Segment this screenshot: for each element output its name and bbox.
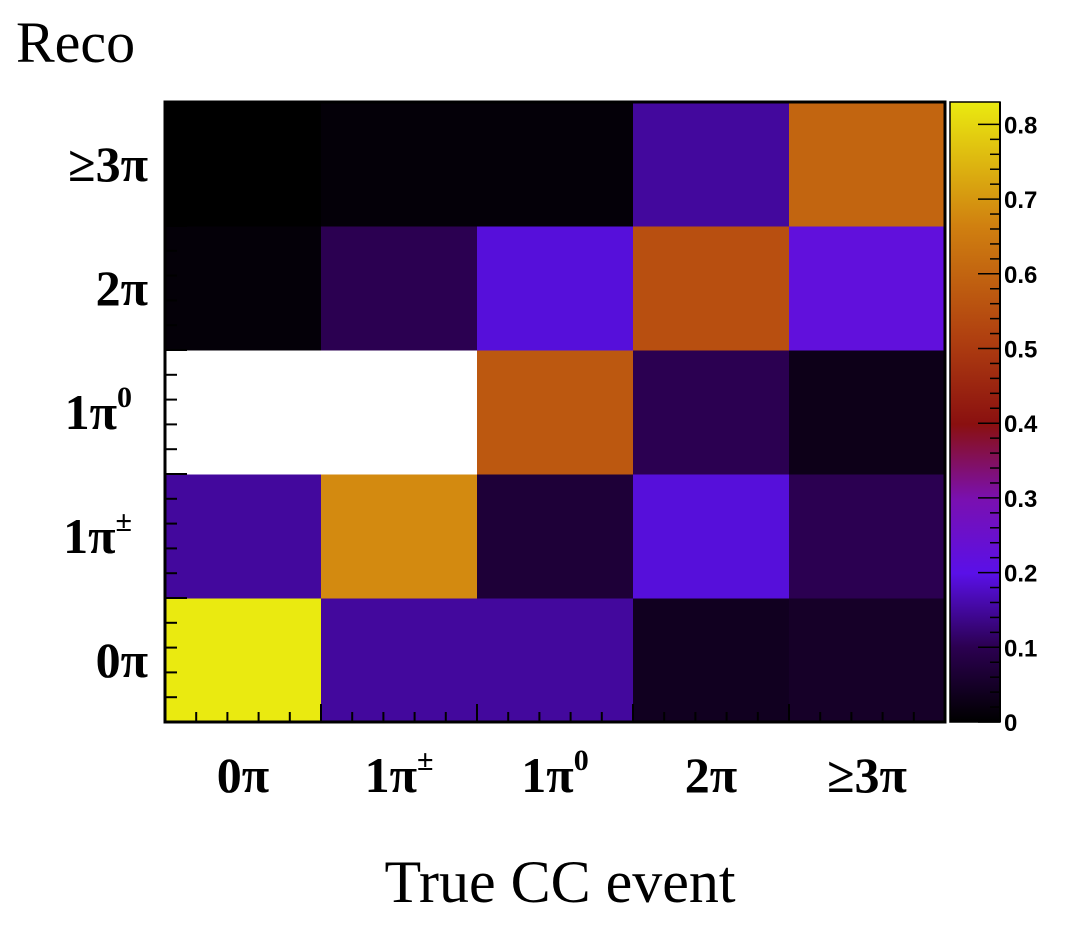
colorbar-tick-label: 0.1 xyxy=(1004,635,1037,662)
heatmap-cell xyxy=(477,350,634,475)
y-tick-label: 0π xyxy=(96,632,148,688)
colorbar-tick-label: 0.4 xyxy=(1004,411,1038,438)
colorbar-tick-label: 0.8 xyxy=(1004,112,1037,139)
heatmap-cell xyxy=(789,226,946,351)
colorbar-tick-label: 0.5 xyxy=(1004,337,1037,364)
heatmap-cell xyxy=(165,474,322,599)
colorbar-ticks: 0 0.1 0.2 0.3 0.4 0.5 0.6 0.7 0.8 xyxy=(978,102,1038,737)
y-tick-label: 1π0 xyxy=(65,381,132,440)
x-tick-label: 1π± xyxy=(365,744,434,803)
heatmap-cell xyxy=(477,474,634,599)
x-tick-labels: 0π 1π± 1π0 2π ≥3π xyxy=(217,744,907,803)
colorbar-tick-label: 0 xyxy=(1004,710,1017,737)
colorbar-tick-label: 0.3 xyxy=(1004,486,1037,513)
colorbar xyxy=(949,101,1001,723)
plot-frame xyxy=(163,100,947,724)
heatmap-cell xyxy=(321,226,478,351)
colorbar-tick-label: 0.2 xyxy=(1004,561,1037,588)
x-tick-label: 2π xyxy=(685,747,737,803)
heatmap-cell xyxy=(789,598,946,723)
heatmap-cell xyxy=(165,598,322,723)
heatmap-cell xyxy=(321,350,478,475)
heatmap-cell xyxy=(165,102,322,227)
heatmap-cell xyxy=(477,598,634,723)
y-axis-title: Reco xyxy=(16,10,135,75)
heatmap-cell xyxy=(633,102,790,227)
x-tick-label: 0π xyxy=(217,747,269,803)
heatmap-cell xyxy=(165,226,322,351)
heatmap-cell xyxy=(321,474,478,599)
heatmap-cell xyxy=(633,226,790,351)
heatmap-cell xyxy=(633,474,790,599)
heatmap-cell xyxy=(789,474,946,599)
x-tick-label: ≥3π xyxy=(827,747,907,803)
y-tick-label: 2π xyxy=(96,260,148,316)
colorbar-tick-label: 0.7 xyxy=(1004,187,1037,214)
heatmap-cell xyxy=(633,350,790,475)
heatmap-cell xyxy=(321,102,478,227)
y-tick-label: 1π± xyxy=(63,505,132,564)
colorbar-tick-label: 0.6 xyxy=(1004,262,1037,289)
y-tick-label: ≥3π xyxy=(68,136,148,192)
heatmap-cell xyxy=(789,350,946,475)
heatmap-cell xyxy=(477,226,634,351)
axis-ticks xyxy=(164,101,946,723)
heatmap-cell xyxy=(633,598,790,723)
x-axis-title: True CC event xyxy=(384,849,735,915)
x-tick-label: 1π0 xyxy=(521,744,588,803)
heatmap-cells xyxy=(165,102,946,723)
heatmap-cell xyxy=(477,102,634,227)
heatmap-cell xyxy=(165,350,322,475)
heatmap-cell xyxy=(789,102,946,227)
heatmap-cell xyxy=(321,598,478,723)
y-tick-labels: 0π 1π± 1π0 2π ≥3π xyxy=(63,136,148,688)
